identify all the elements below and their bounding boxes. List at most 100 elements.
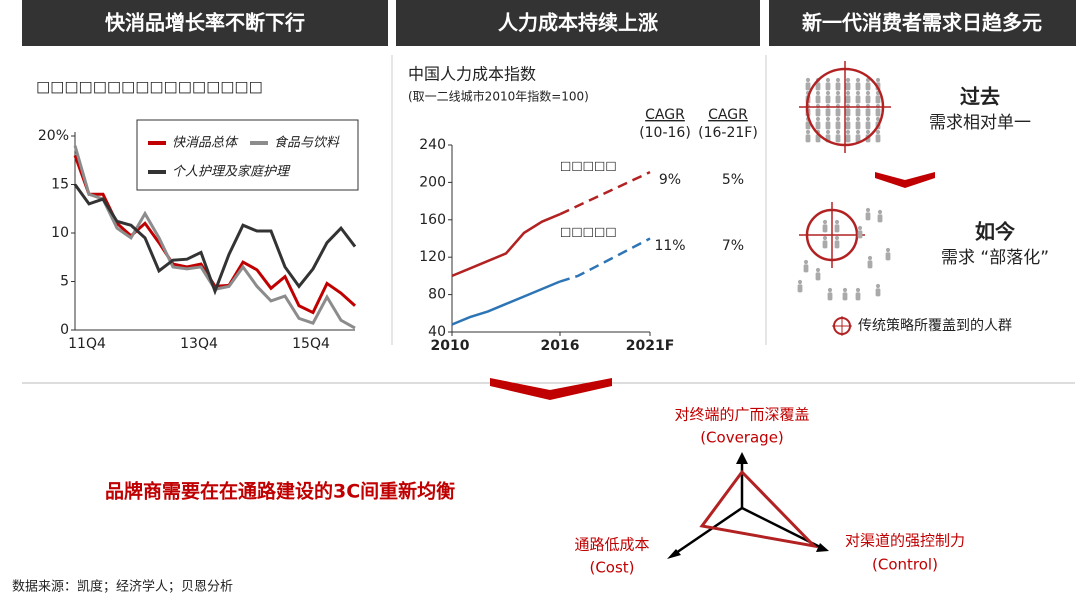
legend-label: 食品与饮料 — [274, 135, 340, 151]
person-icon — [845, 134, 851, 143]
person-icon — [875, 95, 881, 104]
cagr-value: 7% — [722, 238, 744, 254]
person-icon — [835, 90, 841, 96]
person-icon — [822, 235, 828, 241]
source: 数据来源：凯度；经济学人；贝恩分析 — [12, 579, 233, 595]
label: 通路低成本 — [574, 536, 649, 554]
line — [73, 154, 357, 315]
chevron — [875, 172, 935, 188]
person-icon — [835, 82, 841, 91]
person-icon — [865, 108, 871, 117]
person-icon — [855, 116, 861, 122]
label: 对终端的广而深覆盖 — [674, 406, 809, 424]
x-tick-label: 15Q4 — [292, 336, 330, 352]
person-icon — [855, 292, 861, 301]
label: (Coverage) — [700, 429, 784, 447]
x-tick-label: 13Q4 — [180, 336, 218, 352]
person-icon — [875, 134, 881, 143]
now-text: 需求 “部落化” — [941, 248, 1049, 268]
person-icon — [845, 108, 851, 117]
person-icon — [845, 121, 851, 130]
person-icon — [825, 108, 831, 117]
person-icon — [805, 134, 811, 143]
chart-title: 中国人力成本指数 — [408, 65, 536, 84]
header: 人力成本持续上涨 — [498, 11, 658, 35]
person-icon — [815, 108, 821, 117]
person-icon — [855, 121, 861, 130]
line — [451, 280, 561, 326]
label: (Control) — [872, 556, 938, 574]
label: (Cost) — [589, 559, 634, 577]
person-icon — [805, 77, 811, 83]
person-icon — [815, 82, 821, 91]
person-icon — [805, 121, 811, 130]
person-icon — [827, 287, 833, 293]
now-title: 如今 — [975, 220, 1016, 244]
line — [73, 183, 357, 296]
cagr-value: 11% — [654, 238, 685, 254]
person-icon — [855, 77, 861, 83]
x-tick-label: 2016 — [541, 338, 580, 354]
triangle-axes — [672, 460, 823, 557]
header-bar — [22, 0, 388, 46]
person-icon — [815, 272, 821, 281]
person-icon — [857, 225, 863, 231]
person-icon — [803, 259, 809, 265]
cagr-value: 9% — [659, 172, 681, 188]
cagr-value: 5% — [722, 172, 744, 188]
arrow-head — [667, 549, 681, 559]
person-icon — [845, 90, 851, 96]
person-icon — [835, 77, 841, 83]
annotation: □□□□□ — [560, 225, 617, 239]
person-icon — [842, 292, 848, 301]
person-icon — [827, 292, 833, 301]
person-icon — [825, 95, 831, 104]
person-icon — [855, 90, 861, 96]
person-icon — [835, 121, 841, 130]
person-icon — [865, 212, 871, 221]
person-icon — [822, 219, 828, 225]
person-icon — [877, 209, 883, 215]
person-icon — [875, 129, 881, 135]
person-icon — [855, 82, 861, 91]
conclusion: 品牌商需要在在通路建设的3C间重新均衡 — [105, 480, 455, 503]
annotation: □□□□□ — [560, 159, 617, 173]
chart-subtitle: (取一二线城市2010年指数=100) — [408, 89, 589, 104]
person-icon — [815, 121, 821, 130]
y-tick-label: 15 — [51, 177, 69, 193]
arrow-head — [816, 543, 829, 552]
person-icon — [834, 240, 840, 249]
x-tick-label: 11Q4 — [68, 336, 106, 352]
arrow-head — [736, 452, 748, 464]
person-icon — [815, 95, 821, 104]
person-icon — [825, 82, 831, 91]
y-tick-label: 0 — [60, 322, 69, 338]
person-icon — [835, 95, 841, 104]
forecast-line — [559, 170, 651, 216]
person-icon — [845, 82, 851, 91]
label: 对渠道的强控制力 — [845, 532, 965, 550]
y-tick-label: 5 — [60, 274, 69, 290]
person-icon — [875, 288, 881, 297]
person-icon — [797, 284, 803, 293]
person-icon — [867, 260, 873, 269]
person-icon — [835, 108, 841, 117]
person-icon — [857, 230, 863, 239]
person-icon — [867, 255, 873, 261]
person-icon — [875, 116, 881, 122]
person-icon — [855, 134, 861, 143]
person-icon — [842, 287, 848, 293]
header: 快消品增长率不断下行 — [105, 11, 305, 35]
past-text: 需求相对单一 — [929, 113, 1031, 133]
cagr-header: CAGR — [645, 107, 685, 123]
person-icon — [865, 82, 871, 91]
past-title: 过去 — [960, 85, 1000, 109]
chevron — [490, 378, 612, 400]
person-icon — [797, 279, 803, 285]
person-icon — [875, 108, 881, 117]
y-tick-label: 160 — [419, 212, 446, 228]
person-icon — [815, 90, 821, 96]
y-tick-label: 200 — [419, 174, 446, 190]
y-tick-label: 40 — [428, 324, 446, 340]
